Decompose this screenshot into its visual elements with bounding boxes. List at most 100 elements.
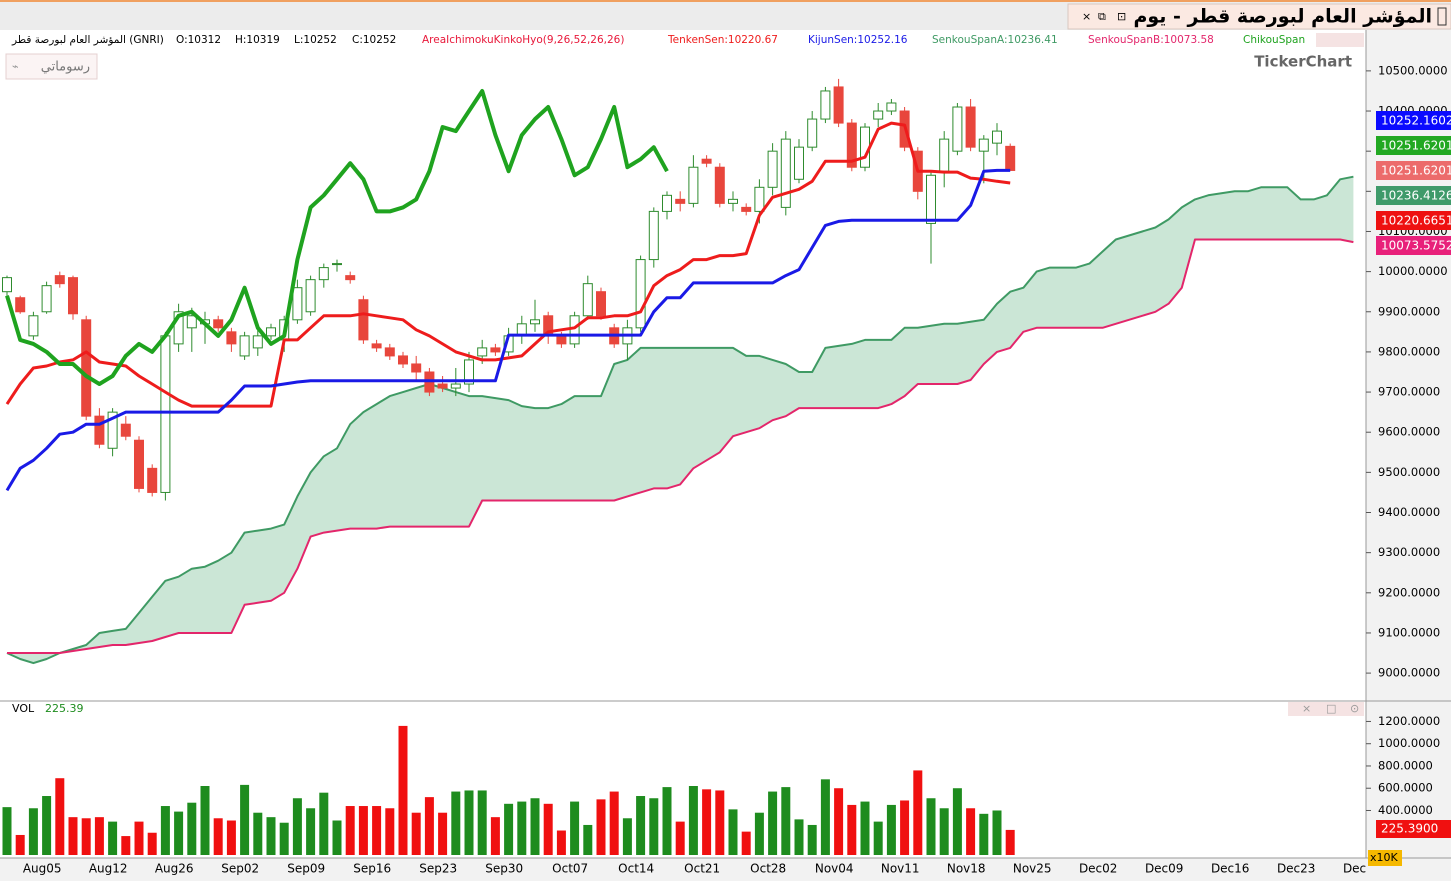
- candle-body: [754, 186, 765, 212]
- time-axis: Aug05 Aug12 Aug26 Sep02 Sep09 Sep16 Sep23 Sep30…: [23, 862, 1366, 876]
- volume-bar: [530, 798, 540, 855]
- candle-body: [952, 106, 963, 152]
- x-tick-label: Sep16: [353, 862, 391, 876]
- candle-body: [292, 287, 303, 321]
- x-tick-label: Oct14: [618, 862, 654, 876]
- x-tick-label: Nov25: [1013, 862, 1052, 876]
- candle-body: [978, 138, 989, 152]
- candle-body: [305, 279, 316, 313]
- volume-label: VOL: [12, 702, 35, 715]
- candle-body: [569, 315, 580, 345]
- volume-bar: [570, 801, 580, 855]
- volume-bar: [94, 817, 104, 855]
- close-button[interactable]: ×: [1082, 10, 1091, 23]
- candle-body: [556, 335, 567, 345]
- candle-body: [1005, 145, 1016, 171]
- volume-bar: [781, 787, 791, 855]
- legend-entry: KijunSen:10252.16: [808, 34, 908, 46]
- volume-bar: [332, 820, 342, 855]
- indicator-line: [5, 121, 1011, 408]
- volume-bar: [807, 824, 817, 855]
- candle-body: [437, 383, 448, 389]
- candle-body: [226, 331, 237, 345]
- candle-body: [939, 138, 950, 172]
- volume-bar: [913, 770, 923, 855]
- volume-bar: [1005, 829, 1015, 855]
- volume-bar: [873, 821, 883, 855]
- unit-label: x10K: [1370, 851, 1399, 864]
- y-tick-label: 400.0000: [1378, 803, 1433, 817]
- candle-body: [173, 311, 184, 345]
- candle-body: [728, 198, 738, 204]
- candle-body: [741, 206, 752, 212]
- panel-buttons[interactable]: [1288, 702, 1364, 716]
- panel-settings[interactable]: ⊙: [1350, 702, 1359, 715]
- x-tick-label: Nov18: [947, 862, 986, 876]
- legend-entry: SenkouSpanA:10236.41: [932, 34, 1058, 46]
- title-bar-border: [0, 0, 1451, 2]
- drawings-label[interactable]: رسوماتي: [41, 60, 90, 75]
- volume-bar: [187, 802, 197, 855]
- y-tick-label: 9300.0000: [1378, 545, 1440, 559]
- candle-body: [873, 110, 884, 120]
- volume-bar: [42, 796, 52, 855]
- candle-body: [398, 355, 408, 365]
- volume-bar: [319, 792, 329, 855]
- candle-body: [833, 86, 844, 124]
- volume-bar: [583, 824, 593, 855]
- candle-body: [107, 411, 118, 449]
- panel-max[interactable]: □: [1326, 702, 1336, 715]
- candle-body: [147, 467, 158, 493]
- candle-body: [266, 327, 276, 337]
- candle-body: [358, 299, 369, 341]
- volume-bar: [147, 832, 157, 855]
- y-tick-label: 9500.0000: [1378, 465, 1440, 479]
- indicator-line: [5, 89, 669, 386]
- y-tick-label: 10500.0000: [1378, 63, 1448, 77]
- y-tick-label: 10000.0000: [1378, 264, 1448, 278]
- volume-bar: [358, 806, 368, 855]
- volume-bar: [768, 791, 778, 855]
- title-box: [1067, 3, 1451, 30]
- candle-body: [94, 415, 105, 445]
- volume-bar: [55, 778, 65, 855]
- candle-body: [332, 263, 342, 266]
- candle-body: [2, 277, 12, 293]
- candle-body: [688, 166, 699, 204]
- candle-body: [714, 166, 725, 204]
- y-tick-label: 600.0000: [1378, 781, 1433, 795]
- candle-body: [992, 130, 1002, 144]
- indicator-line: [5, 168, 1011, 492]
- volume-bar: [847, 804, 857, 855]
- restore-button[interactable]: ⧉: [1098, 10, 1106, 23]
- volume-bar: [15, 834, 25, 855]
- candle-body: [15, 297, 26, 313]
- last-value-box: [1376, 236, 1451, 255]
- candle-body: [160, 335, 171, 493]
- volume-bar: [464, 790, 474, 855]
- x-tick-label: Aug26: [155, 862, 194, 876]
- candle-body: [54, 275, 65, 285]
- panel-close[interactable]: ×: [1302, 702, 1311, 715]
- detach-button[interactable]: ⊡: [1117, 10, 1126, 23]
- ohlc-text: L:10252: [294, 34, 337, 46]
- y-tick-label: 800.0000: [1378, 758, 1433, 772]
- last-value-box: [1376, 211, 1451, 230]
- volume-bar: [490, 817, 500, 855]
- volume-bar: [292, 798, 302, 855]
- y-tick-label: 9000.0000: [1378, 666, 1440, 680]
- last-value-box: [1376, 161, 1451, 180]
- panel-buttons[interactable]: [1316, 33, 1364, 47]
- volume-bar: [926, 798, 936, 855]
- legend-entry: ChikouSpan: [1243, 34, 1305, 46]
- drawings-button[interactable]: [5, 53, 98, 80]
- x-tick-label: Nov04: [815, 862, 854, 876]
- volume-bar: [477, 790, 487, 855]
- chart-title: المؤشر العام لبورصة قطر - يوم: [1133, 6, 1432, 28]
- volume-value: 225.39: [45, 702, 84, 715]
- volume-bar: [728, 809, 738, 855]
- volume-bar: [28, 808, 38, 855]
- last-value-label: 10220.6651: [1381, 214, 1451, 228]
- volume-bar: [820, 779, 830, 855]
- header: المؤشر العام لبورصة قطر (GNRI) O:10312 H:1…: [11, 34, 1305, 46]
